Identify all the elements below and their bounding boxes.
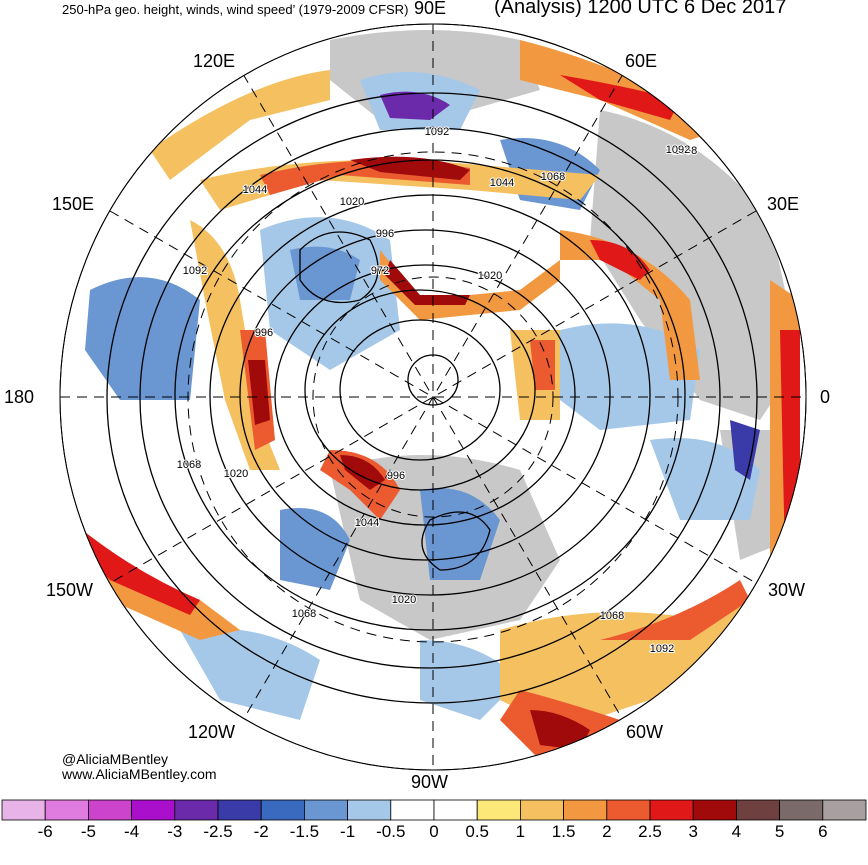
colorbar-tick-label: -2.5 bbox=[203, 822, 233, 841]
credit-website: www.AliciaMBentley.com bbox=[62, 766, 217, 782]
colorbar-box bbox=[260, 799, 305, 821]
colorbar-box bbox=[476, 799, 521, 821]
colorbar-tick-label: -4 bbox=[124, 822, 140, 841]
lon-label-60w: 60W bbox=[626, 722, 664, 742]
contour-label: 1044 bbox=[490, 177, 514, 189]
lon-label-180: 180 bbox=[4, 387, 35, 407]
colorbar bbox=[1, 799, 867, 821]
analysis-time: (Analysis) 1200 UTC 6 Dec 2017 bbox=[494, 0, 787, 18]
colorbar-box bbox=[347, 799, 392, 821]
colorbar-box bbox=[692, 799, 737, 821]
lon-label-30e: 30E bbox=[767, 194, 800, 214]
credit-handle: @AliciaMBentley bbox=[62, 751, 169, 767]
colorbar-tick-label: -6 bbox=[37, 822, 53, 841]
contour-label: 972 bbox=[371, 265, 389, 277]
colorbar-tick-label: 5 bbox=[774, 822, 785, 841]
contour-label: 1092 bbox=[425, 126, 449, 138]
colorbar-tick-label: 2.5 bbox=[638, 822, 662, 841]
lon-label-90e: 90E bbox=[414, 0, 447, 18]
contour-label: 1068 bbox=[177, 459, 201, 471]
colorbar-box bbox=[779, 799, 824, 821]
colorbar-tick-label: 6 bbox=[818, 822, 828, 841]
colorbar-box bbox=[520, 799, 565, 821]
contour-label: 1068 bbox=[600, 610, 624, 622]
colorbar-tick-label: -3 bbox=[167, 822, 183, 841]
lon-label-150e: 150E bbox=[52, 194, 95, 214]
colorbar-box bbox=[303, 799, 348, 821]
lon-label-150w: 150W bbox=[46, 580, 94, 600]
lon-label-90w: 90W bbox=[411, 772, 449, 792]
colorbar-box bbox=[822, 799, 867, 821]
colorbar-tick-label: 4 bbox=[731, 822, 742, 841]
colorbar-tick-label: -1.5 bbox=[289, 822, 320, 841]
colorbar-box bbox=[433, 799, 478, 821]
colorbar-box bbox=[44, 799, 89, 821]
contour-label: 1020 bbox=[224, 468, 248, 480]
colorbar-box bbox=[217, 799, 262, 821]
contour-label: 1092 bbox=[666, 144, 690, 156]
colorbar-box bbox=[174, 799, 219, 821]
lon-label-60e: 60E bbox=[625, 51, 658, 71]
colorbar-box bbox=[649, 799, 694, 821]
colorbar-tick-label: 0 bbox=[429, 822, 439, 841]
contour-label: 1020 bbox=[478, 270, 502, 282]
contour-label: 1044 bbox=[243, 184, 267, 196]
colorbar-box bbox=[88, 799, 133, 821]
lon-label-30w: 30W bbox=[768, 580, 806, 600]
lon-label-120e: 120E bbox=[193, 51, 236, 71]
contour-label: 1068 bbox=[541, 171, 565, 183]
colorbar-box bbox=[1, 799, 46, 821]
contour-label: 1068 bbox=[673, 145, 697, 157]
colorbar-tick-label: -0.5 bbox=[376, 822, 406, 841]
colorbar-tick-label: 1 bbox=[515, 822, 526, 841]
contour-label: 1044 bbox=[355, 517, 379, 529]
lon-label-0: 0 bbox=[820, 387, 831, 407]
contour-label: 1092 bbox=[650, 643, 674, 655]
contour-label: 996 bbox=[376, 228, 394, 240]
colorbar-tick-label: -5 bbox=[80, 822, 96, 841]
colorbar-box bbox=[606, 799, 651, 821]
contour-label: 1020 bbox=[392, 594, 416, 606]
colorbar-tick-label: 3 bbox=[688, 822, 698, 841]
colorbar-tick-label: -2 bbox=[253, 822, 269, 841]
colorbar-tick-label: -1 bbox=[340, 822, 356, 841]
lon-label-120w: 120W bbox=[188, 722, 236, 742]
contour-label: 1020 bbox=[340, 196, 364, 208]
contour-label: 1068 bbox=[292, 608, 316, 620]
contour-label: 996 bbox=[255, 327, 273, 339]
contour-label: 996 bbox=[387, 470, 405, 482]
colorbar-tick-label: 1.5 bbox=[551, 822, 576, 841]
colorbar-box bbox=[390, 799, 435, 821]
map-title: 250-hPa geo. height, winds, wind speed’ … bbox=[62, 2, 409, 17]
colorbar-tick-label: 2 bbox=[602, 822, 612, 841]
colorbar-box bbox=[736, 799, 781, 821]
contour-label: 1092 bbox=[183, 265, 207, 277]
colorbar-box bbox=[131, 799, 176, 821]
colorbar-box bbox=[563, 799, 608, 821]
colorbar-tick-label: 0.5 bbox=[465, 822, 490, 841]
